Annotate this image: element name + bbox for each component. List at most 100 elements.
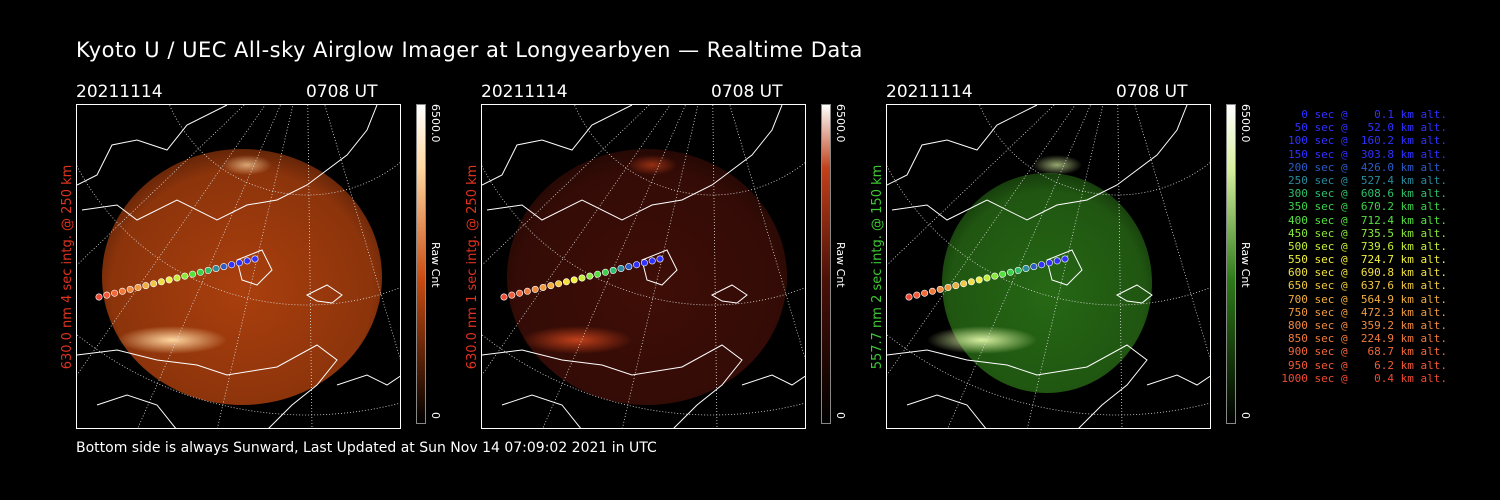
satellite-track-point xyxy=(1061,255,1069,263)
panel-wavelength-label: 630.0 nm 1 sec intg. @ 250 km xyxy=(465,164,480,370)
satellite-track-point xyxy=(1006,268,1014,276)
satellite-track-point xyxy=(633,261,641,269)
satellite-track-point xyxy=(975,276,983,284)
airglow-field xyxy=(102,149,382,405)
satellite-track-point xyxy=(609,266,617,274)
colorbar-max: 6500.0 xyxy=(429,104,442,143)
legend-row: 1000 sec @ 0.4 km alt. xyxy=(1281,371,1447,385)
satellite-track-point xyxy=(991,272,999,280)
satellite-track-point xyxy=(212,265,220,273)
satellite-track-point xyxy=(189,270,197,278)
satellite-track-point xyxy=(531,285,539,293)
legend-row: 200 sec @ 426.0 km alt. xyxy=(1281,160,1447,174)
satellite-track-point xyxy=(640,259,648,267)
satellite-track-point xyxy=(936,285,944,293)
allsky-map xyxy=(887,105,1210,428)
legend-row: 100 sec @ 160.2 km alt. xyxy=(1281,134,1447,148)
satellite-track-point xyxy=(944,284,952,292)
satellite-track-point xyxy=(134,284,142,292)
allsky-map xyxy=(482,105,805,428)
allsky-panel-557-2s: 20211114 0708 UT 557.7 nm 2 sec intg. @ … xyxy=(870,82,1326,432)
allsky-panel-630-4s: 20211114 0708 UT 630.0 nm 4 sec intg. @ … xyxy=(60,82,516,432)
legend-row: 800 sec @ 359.2 km alt. xyxy=(1281,319,1447,332)
allsky-image xyxy=(886,104,1211,429)
satellite-track-point xyxy=(648,257,656,265)
satellite-track-point xyxy=(1045,259,1053,267)
satellite-track-legend: 0 sec @ 0.1 km alt. 50 sec @ 52.0 km alt… xyxy=(1262,108,1447,385)
panel-time: 0708 UT xyxy=(711,82,783,102)
satellite-track-point xyxy=(1022,265,1030,273)
satellite-track-point xyxy=(523,287,531,295)
legend-row: 50 sec @ 52.0 km alt. xyxy=(1281,121,1447,135)
colorbar-min: 0 xyxy=(1239,412,1252,419)
satellite-track-point xyxy=(578,274,586,282)
colorbar-max: 6500.0 xyxy=(834,104,847,143)
legend-row: 400 sec @ 712.4 km alt. xyxy=(1281,213,1447,227)
satellite-track-point xyxy=(228,261,236,269)
satellite-track-point xyxy=(150,280,158,288)
coastlines xyxy=(482,105,805,428)
coastlines xyxy=(887,105,1210,428)
panel-time: 0708 UT xyxy=(1116,82,1188,102)
satellite-track-point xyxy=(952,282,960,290)
legend-row: 0 sec @ 0.1 km alt. xyxy=(1281,108,1447,121)
satellite-track-point xyxy=(508,291,516,299)
satellite-track-point xyxy=(921,289,929,297)
legend-row: 850 sec @ 224.9 km alt. xyxy=(1281,332,1447,346)
colorbar-max: 6500.0 xyxy=(1239,104,1252,143)
satellite-track-point xyxy=(95,293,103,301)
colorbar-unit: Raw Cnt xyxy=(834,242,847,288)
legend-row: 550 sec @ 724.7 km alt. xyxy=(1281,253,1447,267)
legend-row: 450 sec @ 735.5 km alt. xyxy=(1281,226,1447,240)
satellite-track-point xyxy=(181,272,189,280)
satellite-track-point xyxy=(547,282,555,290)
allsky-panel-630-1s: 20211114 0708 UT 630.0 nm 1 sec intg. @ … xyxy=(465,82,921,432)
aurora-bright-patch xyxy=(222,155,272,175)
allsky-map xyxy=(77,105,400,428)
satellite-track-point xyxy=(905,293,913,301)
legend-row: 600 sec @ 690.8 km alt. xyxy=(1281,266,1447,280)
aurora-bright-patch xyxy=(1032,155,1082,175)
satellite-track-point xyxy=(586,272,594,280)
aurora-bright-patch xyxy=(927,326,1037,354)
satellite-track-point xyxy=(625,263,633,271)
panel-wavelength-label: 557.7 nm 2 sec intg. @ 150 km xyxy=(870,164,885,370)
satellite-track-point xyxy=(1038,261,1046,269)
satellite-track-point xyxy=(516,289,524,297)
aurora-bright-patch xyxy=(522,326,632,354)
colorbar xyxy=(416,104,426,424)
satellite-track-point xyxy=(165,276,173,284)
satellite-track-point xyxy=(142,282,150,290)
satellite-track-point xyxy=(983,274,991,282)
panel-date: 20211114 xyxy=(886,82,973,102)
legend-row: 700 sec @ 564.9 km alt. xyxy=(1281,292,1447,306)
colorbar xyxy=(821,104,831,424)
colorbar-min: 0 xyxy=(429,412,442,419)
satellite-track-point xyxy=(220,263,228,271)
allsky-image xyxy=(481,104,806,429)
legend-row: 300 sec @ 608.6 km alt. xyxy=(1281,187,1447,201)
legend-row: 150 sec @ 303.8 km alt. xyxy=(1281,147,1447,161)
legend-row: 250 sec @ 527.4 km alt. xyxy=(1281,173,1447,187)
satellite-track-point xyxy=(500,293,508,301)
satellite-track-point xyxy=(157,278,165,286)
graticule xyxy=(482,105,805,428)
satellite-track-point xyxy=(960,280,968,288)
legend-row: 350 sec @ 670.2 km alt. xyxy=(1281,200,1447,214)
satellite-track-point xyxy=(126,285,134,293)
colorbar-min: 0 xyxy=(834,412,847,419)
satellite-track-point xyxy=(539,284,547,292)
legend-row: 650 sec @ 637.6 km alt. xyxy=(1281,279,1447,293)
satellite-track-point xyxy=(617,265,625,273)
satellite-track-point xyxy=(570,276,578,284)
legend-row: 950 sec @ 6.2 km alt. xyxy=(1281,358,1447,372)
legend-row: 500 sec @ 739.6 km alt. xyxy=(1281,239,1447,253)
satellite-track-point xyxy=(594,270,602,278)
colorbar-unit: Raw Cnt xyxy=(1239,242,1252,288)
satellite-track-point xyxy=(562,278,570,286)
satellite-track-point xyxy=(999,270,1007,278)
satellite-track-point xyxy=(555,280,563,288)
footer-note: Bottom side is always Sunward, Last Upda… xyxy=(76,440,657,456)
colorbar xyxy=(1226,104,1236,424)
satellite-track-point xyxy=(251,255,259,263)
